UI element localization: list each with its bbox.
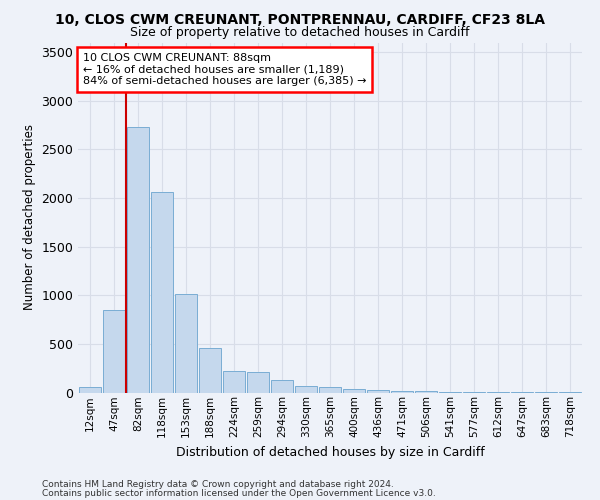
Bar (79, 386, 101, 392)
Bar (367, 390, 389, 392)
Bar (103, 310, 125, 392)
Bar (151, 192, 173, 392)
Bar (319, 387, 341, 392)
Bar (343, 388, 365, 392)
Bar (391, 390, 413, 392)
Bar (199, 348, 221, 393)
Bar (295, 386, 317, 392)
Bar (247, 372, 269, 392)
Bar (415, 390, 437, 392)
Text: 10 CLOS CWM CREUNANT: 88sqm
← 16% of detached houses are smaller (1,189)
84% of : 10 CLOS CWM CREUNANT: 88sqm ← 16% of det… (83, 53, 367, 86)
Y-axis label: Number of detached properties: Number of detached properties (23, 124, 36, 310)
Text: Contains HM Land Registry data © Crown copyright and database right 2024.: Contains HM Land Registry data © Crown c… (42, 480, 394, 489)
Bar (271, 380, 293, 392)
X-axis label: Distribution of detached houses by size in Cardiff: Distribution of detached houses by size … (176, 446, 484, 458)
Bar (175, 294, 197, 392)
Text: Contains public sector information licensed under the Open Government Licence v3: Contains public sector information licen… (42, 488, 436, 498)
Text: Size of property relative to detached houses in Cardiff: Size of property relative to detached ho… (130, 26, 470, 39)
Bar (127, 127, 149, 392)
Text: 10, CLOS CWM CREUNANT, PONTPRENNAU, CARDIFF, CF23 8LA: 10, CLOS CWM CREUNANT, PONTPRENNAU, CARD… (55, 12, 545, 26)
Bar (223, 371, 245, 392)
